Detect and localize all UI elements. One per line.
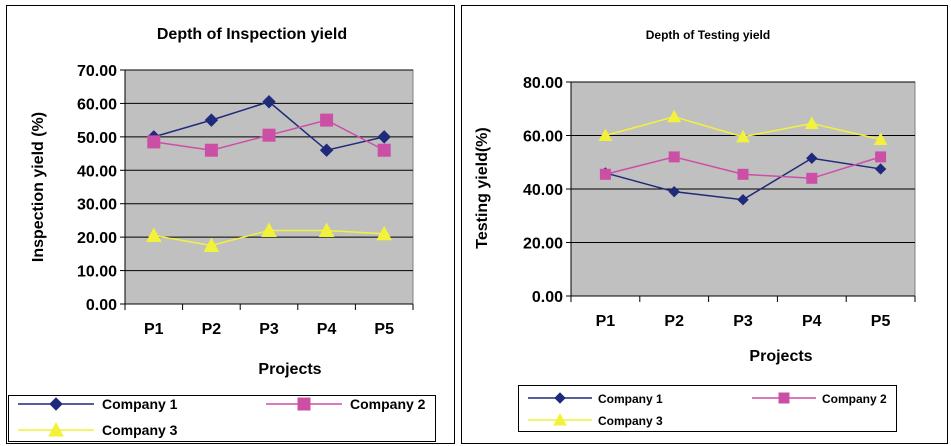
x-axis-label: Projects xyxy=(258,361,321,378)
series-3 xyxy=(598,109,888,146)
data-point xyxy=(599,168,611,180)
legend-box xyxy=(518,385,897,432)
data-point xyxy=(203,237,220,252)
legend-label: Company 1 xyxy=(102,396,178,412)
data-point xyxy=(668,185,680,198)
data-point xyxy=(804,116,819,129)
x-tick-label: P5 xyxy=(374,321,394,338)
data-point xyxy=(376,225,393,241)
series-3 xyxy=(145,222,393,252)
legend-label: Company 1 xyxy=(598,392,663,406)
legend-label: Company 3 xyxy=(598,414,663,428)
legend-marker xyxy=(49,397,63,411)
legend-label: Company 2 xyxy=(350,396,426,412)
data-point xyxy=(377,130,391,144)
y-tick-label: 40.00 xyxy=(523,182,563,199)
plot-area xyxy=(124,69,414,305)
data-point xyxy=(667,109,682,123)
y-tick-label: 20.00 xyxy=(77,230,117,247)
y-tick-label: 60.00 xyxy=(523,129,563,146)
y-axis-label: Testing yield(%) xyxy=(474,127,491,249)
x-tick-label: P3 xyxy=(259,321,279,338)
data-point xyxy=(806,172,818,184)
chart-title: Depth of Inspection yield xyxy=(157,26,347,43)
legend-entry: Company 2 xyxy=(266,396,426,412)
data-point xyxy=(261,222,277,237)
legend-label: Company 3 xyxy=(102,422,178,438)
series-1 xyxy=(147,95,391,157)
legend-box xyxy=(8,395,436,442)
y-tick-label: 30.00 xyxy=(77,197,117,214)
data-point xyxy=(147,135,161,149)
chart-title: Depth of Testing yield xyxy=(646,28,770,42)
series-1 xyxy=(599,152,887,206)
data-point xyxy=(377,143,391,157)
data-point xyxy=(668,151,680,163)
y-tick-label: 20.00 xyxy=(523,236,563,253)
y-tick-label: 0.00 xyxy=(532,289,563,306)
legend-marker xyxy=(553,412,567,426)
data-point xyxy=(318,222,335,237)
legend-marker xyxy=(48,421,64,437)
data-point xyxy=(320,113,334,127)
legend-entry: Company 3 xyxy=(528,412,663,428)
data-point xyxy=(806,152,818,164)
y-tick-label: 0.00 xyxy=(86,297,117,314)
data-point xyxy=(737,168,749,180)
legend-marker xyxy=(778,392,790,404)
y-tick-label: 50.00 xyxy=(77,130,117,147)
legend-entry: Company 1 xyxy=(18,396,178,412)
legend-marker xyxy=(554,392,566,404)
chart-2: Depth of Testing yield 0.00 20.00 40.00 60.0… xyxy=(461,5,948,444)
y-tick-label: 40.00 xyxy=(77,163,117,180)
x-tick-label: P4 xyxy=(802,313,822,330)
x-tick-label: P2 xyxy=(202,321,222,338)
data-point xyxy=(598,128,613,141)
data-point xyxy=(875,151,887,163)
data-point xyxy=(319,143,334,157)
legend-entry: Company 1 xyxy=(528,392,663,406)
y-tick-label: 70.00 xyxy=(77,63,117,80)
legend-label: Company 2 xyxy=(822,392,887,406)
data-point xyxy=(737,193,749,206)
data-point xyxy=(204,143,218,157)
x-tick-label: P5 xyxy=(871,313,891,330)
y-axis-label: Inspection yield (%) xyxy=(30,112,47,262)
data-point xyxy=(145,227,162,242)
data-point xyxy=(204,113,219,127)
data-point xyxy=(262,95,276,109)
x-tick-label: P2 xyxy=(664,313,684,330)
data-point xyxy=(262,128,276,142)
x-tick-label: P1 xyxy=(144,321,164,338)
y-tick-label: 10.00 xyxy=(77,264,117,281)
y-tick-label: 60.00 xyxy=(77,96,117,113)
data-point xyxy=(873,132,888,146)
y-tick-label: 80.00 xyxy=(523,75,563,92)
x-axis-label: Projects xyxy=(749,348,812,365)
legend-marker xyxy=(297,397,311,411)
data-point xyxy=(874,163,887,175)
x-tick-label: P1 xyxy=(596,313,616,330)
series-2 xyxy=(147,113,391,157)
series-2 xyxy=(599,151,887,184)
legend-entry: Company 3 xyxy=(18,421,178,438)
data-point xyxy=(736,129,750,143)
legend-entry: Company 2 xyxy=(752,392,887,406)
chart-1: Depth of Inspection yield 0.00 10.00 20.00 3… xyxy=(6,5,455,444)
x-tick-label: P3 xyxy=(733,313,753,330)
x-tick-label: P4 xyxy=(317,321,337,338)
